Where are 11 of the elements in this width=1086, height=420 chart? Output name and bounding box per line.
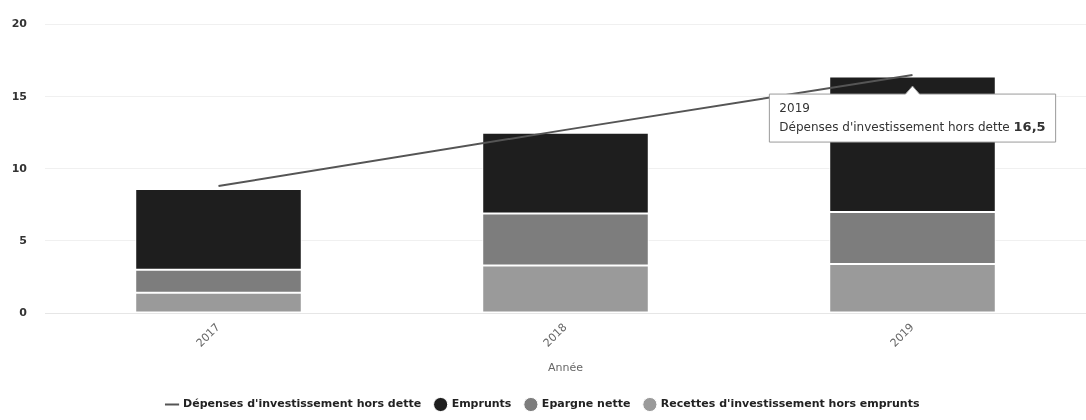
y-tick-label: 15: [11, 89, 27, 103]
legend-label: Epargne nette: [541, 397, 631, 411]
legend-label: Recettes d'investissement hors emprunts: [660, 397, 920, 411]
y-tick-label: 0: [19, 305, 28, 319]
legend-label: Emprunts: [451, 397, 512, 411]
y-tick-label: 5: [19, 233, 27, 247]
y-tick-label: 20: [11, 17, 28, 31]
y-tick-label: 10: [11, 161, 28, 175]
x-axis-title: Année: [547, 361, 584, 375]
annotation: 2019 Dépenses d'investissement hors dette 16,5: [779, 101, 1046, 135]
legend-label: Dépenses d'investissement hors dette: [183, 397, 422, 411]
